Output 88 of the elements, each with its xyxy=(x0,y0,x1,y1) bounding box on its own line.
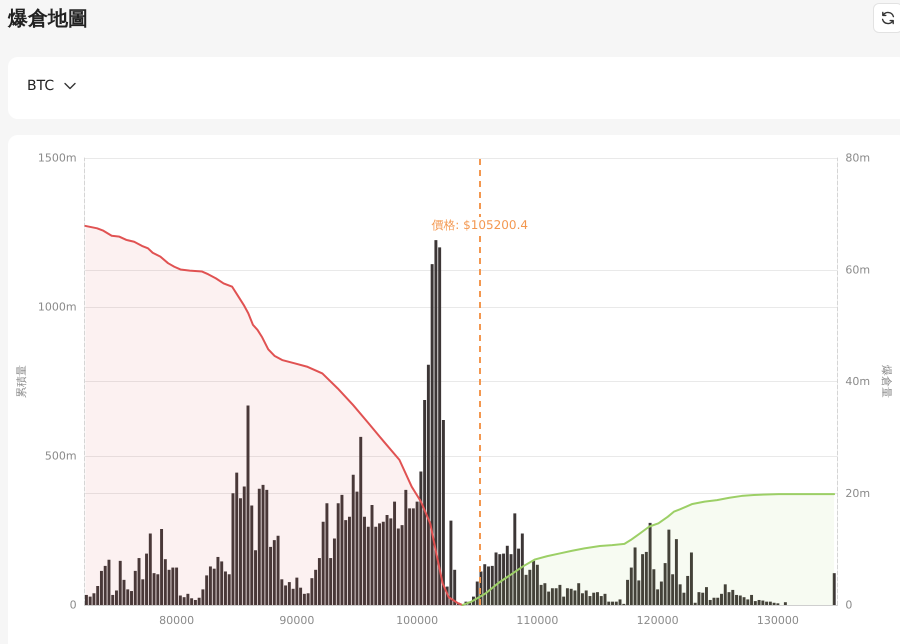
bar xyxy=(107,560,110,605)
bar xyxy=(618,599,622,605)
bar xyxy=(768,602,772,605)
y2-tick-label: 40m xyxy=(845,375,870,388)
bar xyxy=(325,503,328,605)
bar xyxy=(550,588,554,605)
bar xyxy=(690,552,693,605)
bar xyxy=(611,602,614,605)
ref-line-label: 價格: $105200.4 xyxy=(431,218,528,232)
bar xyxy=(175,568,178,605)
bar xyxy=(171,568,174,605)
bar xyxy=(194,600,197,605)
bar xyxy=(378,523,381,605)
bar xyxy=(88,596,92,605)
bar xyxy=(138,558,140,605)
bar xyxy=(543,583,546,605)
bar xyxy=(506,546,509,605)
bar xyxy=(536,564,539,605)
bar xyxy=(614,602,618,605)
bar xyxy=(487,566,490,605)
y2-tick-label: 0 xyxy=(845,598,852,612)
bar xyxy=(449,520,452,605)
bar xyxy=(634,547,637,605)
y2-tick-label: 80m xyxy=(845,152,870,164)
bar xyxy=(216,556,220,605)
bar xyxy=(765,602,768,605)
y-axis-title: 累積量 xyxy=(15,365,28,398)
y2-axis-title: 爆倉量 xyxy=(880,365,893,398)
chart-title: 爆倉地圖 xyxy=(8,5,88,31)
y-tick-label: 1500m xyxy=(38,152,77,164)
bar xyxy=(674,539,678,605)
bar xyxy=(532,560,536,605)
bar xyxy=(641,554,644,605)
bar xyxy=(746,599,750,605)
x-tick-label: 90000 xyxy=(279,614,314,627)
bar xyxy=(295,578,298,605)
bar xyxy=(386,515,389,605)
bar xyxy=(340,494,344,605)
bar xyxy=(370,504,374,605)
bar xyxy=(758,600,761,605)
bar xyxy=(704,587,708,605)
bar xyxy=(648,522,652,605)
bar xyxy=(712,598,716,605)
y-tick-label: 500m xyxy=(44,450,77,462)
y-tick-label: 1000m xyxy=(38,300,77,314)
bar xyxy=(761,600,764,605)
bar xyxy=(220,561,224,605)
bar xyxy=(596,592,599,605)
bar xyxy=(494,552,498,605)
bar xyxy=(697,592,700,605)
bar xyxy=(190,598,194,605)
bar xyxy=(784,602,787,605)
bar xyxy=(393,502,396,605)
y2-tick-label: 60m xyxy=(845,263,870,276)
y-tick-label: 0 xyxy=(70,598,77,612)
bar xyxy=(577,583,580,605)
bar xyxy=(182,597,186,605)
bar xyxy=(554,588,558,605)
bar xyxy=(566,588,569,605)
bar xyxy=(404,490,408,605)
bar xyxy=(84,594,88,605)
bar xyxy=(738,596,742,605)
bar xyxy=(148,533,152,605)
bar xyxy=(604,594,606,605)
bar xyxy=(667,530,670,605)
bar xyxy=(584,590,588,605)
bar xyxy=(276,536,280,605)
y2-tick-label: 20m xyxy=(845,486,870,500)
x-tick-label: 100000 xyxy=(396,614,438,627)
bar xyxy=(570,588,573,605)
bar xyxy=(186,594,190,605)
x-tick-label: 130000 xyxy=(756,614,799,627)
bar xyxy=(498,554,502,605)
bar xyxy=(742,597,746,605)
x-tick-label: 110000 xyxy=(516,614,558,627)
bar xyxy=(750,594,754,605)
bar xyxy=(288,582,291,605)
chart-subtitle: BTC xyxy=(27,78,54,94)
bar xyxy=(434,240,438,605)
bar xyxy=(513,513,516,605)
bar xyxy=(262,484,265,605)
bar xyxy=(520,533,524,605)
bar xyxy=(246,406,250,605)
bar xyxy=(208,566,212,605)
x-tick-label: 80000 xyxy=(159,614,194,627)
bar xyxy=(558,584,562,605)
bar xyxy=(160,529,164,605)
x-tick-label: 120000 xyxy=(636,614,679,627)
